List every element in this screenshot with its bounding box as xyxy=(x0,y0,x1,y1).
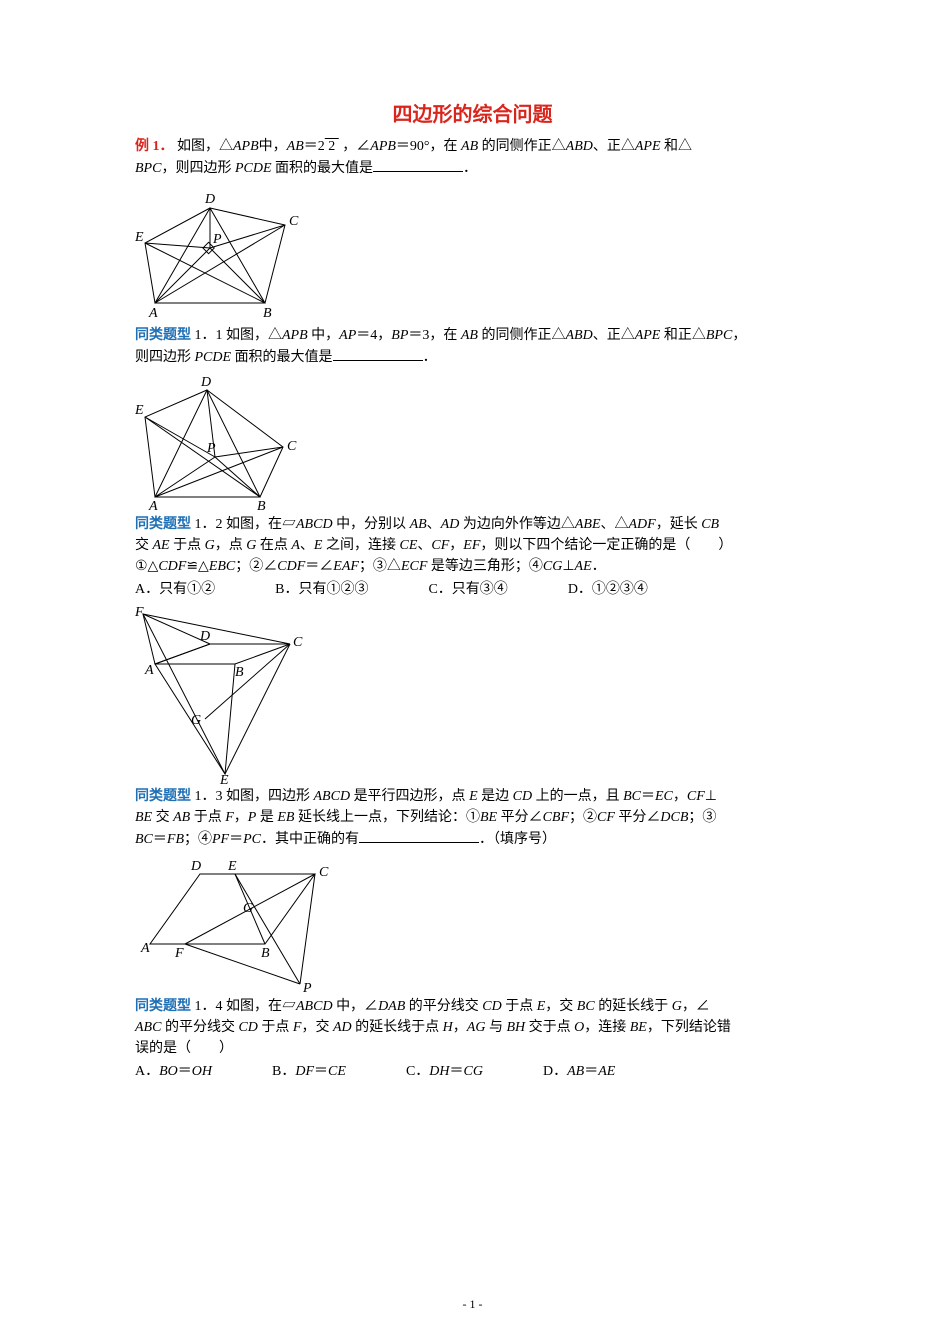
similar-label: 同类题型 xyxy=(135,789,191,804)
option-c: C．只有③④ xyxy=(428,579,507,600)
svg-text:C: C xyxy=(287,439,297,454)
svg-text:E: E xyxy=(227,859,237,874)
svg-text:F: F xyxy=(135,605,144,620)
blank-fill xyxy=(359,828,479,843)
similar-label: 同类题型 xyxy=(135,328,191,343)
svg-text:P: P xyxy=(212,232,222,247)
blank-fill xyxy=(333,346,423,361)
svg-text:D: D xyxy=(204,192,215,207)
option-c: C．DH＝CG xyxy=(406,1061,483,1082)
option-b: B．DF＝CE xyxy=(272,1061,346,1082)
svg-text:E: E xyxy=(219,773,229,784)
svg-text:B: B xyxy=(235,665,244,680)
svg-text:E: E xyxy=(135,403,144,418)
figure-1-3: A B C D E F G P xyxy=(135,854,345,994)
svg-text:B: B xyxy=(263,306,272,321)
figure-1-1: A B D E C P xyxy=(135,372,305,512)
option-d: D．AB＝AE xyxy=(543,1061,615,1082)
svg-text:A: A xyxy=(148,306,158,321)
page-number: - 1 - xyxy=(0,1295,945,1313)
svg-text:D: D xyxy=(199,629,210,644)
page-title: 四边形的综合问题 xyxy=(135,100,810,130)
problem-1-1-text: 同类题型 1．1 如图，△APB 中，AP＝4，BP＝3，在 AB 的同侧作正△… xyxy=(135,325,810,368)
svg-text:E: E xyxy=(135,230,144,245)
options-1-4: A．BO＝OH B．DF＝CE C．DH＝CG D．AB＝AE xyxy=(135,1061,810,1082)
figure-1-2: A B C D E F G xyxy=(135,604,315,784)
option-a: A．BO＝OH xyxy=(135,1061,212,1082)
svg-text:A: A xyxy=(144,663,154,678)
svg-text:C: C xyxy=(319,865,329,880)
option-a: A．只有①② xyxy=(135,579,215,600)
option-d: D．①②③④ xyxy=(568,579,648,600)
svg-text:F: F xyxy=(174,946,184,961)
problem-1-2-text: 同类题型 1．2 如图，在▱ABCD 中，分别以 AB、AD 为边向外作等边△A… xyxy=(135,514,810,577)
svg-text:B: B xyxy=(257,499,266,512)
svg-text:D: D xyxy=(200,375,211,390)
example-label: 例 1． xyxy=(135,139,174,154)
figure-ex1: A B D E C P xyxy=(135,183,315,323)
example-1-text: 例 1． 如图，△APB中，AB＝2 2 ，∠APB＝90°，在 AB 的同侧作… xyxy=(135,136,810,179)
svg-text:C: C xyxy=(293,635,303,650)
similar-label: 同类题型 xyxy=(135,999,191,1014)
options-1-2: A．只有①② B．只有①②③ C．只有③④ D．①②③④ xyxy=(135,579,810,600)
problem-1-3-text: 同类题型 1．3 如图，四边形 ABCD 是平行四边形，点 E 是边 CD 上的… xyxy=(135,786,810,850)
svg-text:P: P xyxy=(206,441,216,456)
svg-text:A: A xyxy=(140,941,150,956)
svg-text:A: A xyxy=(148,499,158,512)
document-page: 四边形的综合问题 例 1． 如图，△APB中，AB＝2 2 ，∠APB＝90°，… xyxy=(0,0,945,1337)
problem-1-4-text: 同类题型 1．4 如图，在▱ABCD 中，∠DAB 的平分线交 CD 于点 E，… xyxy=(135,996,810,1059)
svg-text:B: B xyxy=(261,946,270,961)
svg-text:D: D xyxy=(190,859,201,874)
svg-text:G: G xyxy=(191,713,201,728)
blank-fill xyxy=(373,157,463,172)
svg-text:G: G xyxy=(243,901,253,916)
option-b: B．只有①②③ xyxy=(275,579,368,600)
similar-label: 同类题型 xyxy=(135,517,191,532)
svg-text:C: C xyxy=(289,214,299,229)
svg-text:P: P xyxy=(302,981,312,994)
